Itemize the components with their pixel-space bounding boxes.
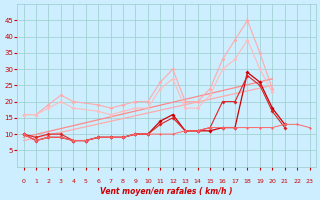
X-axis label: Vent moyen/en rafales ( km/h ): Vent moyen/en rafales ( km/h ) <box>100 187 233 196</box>
